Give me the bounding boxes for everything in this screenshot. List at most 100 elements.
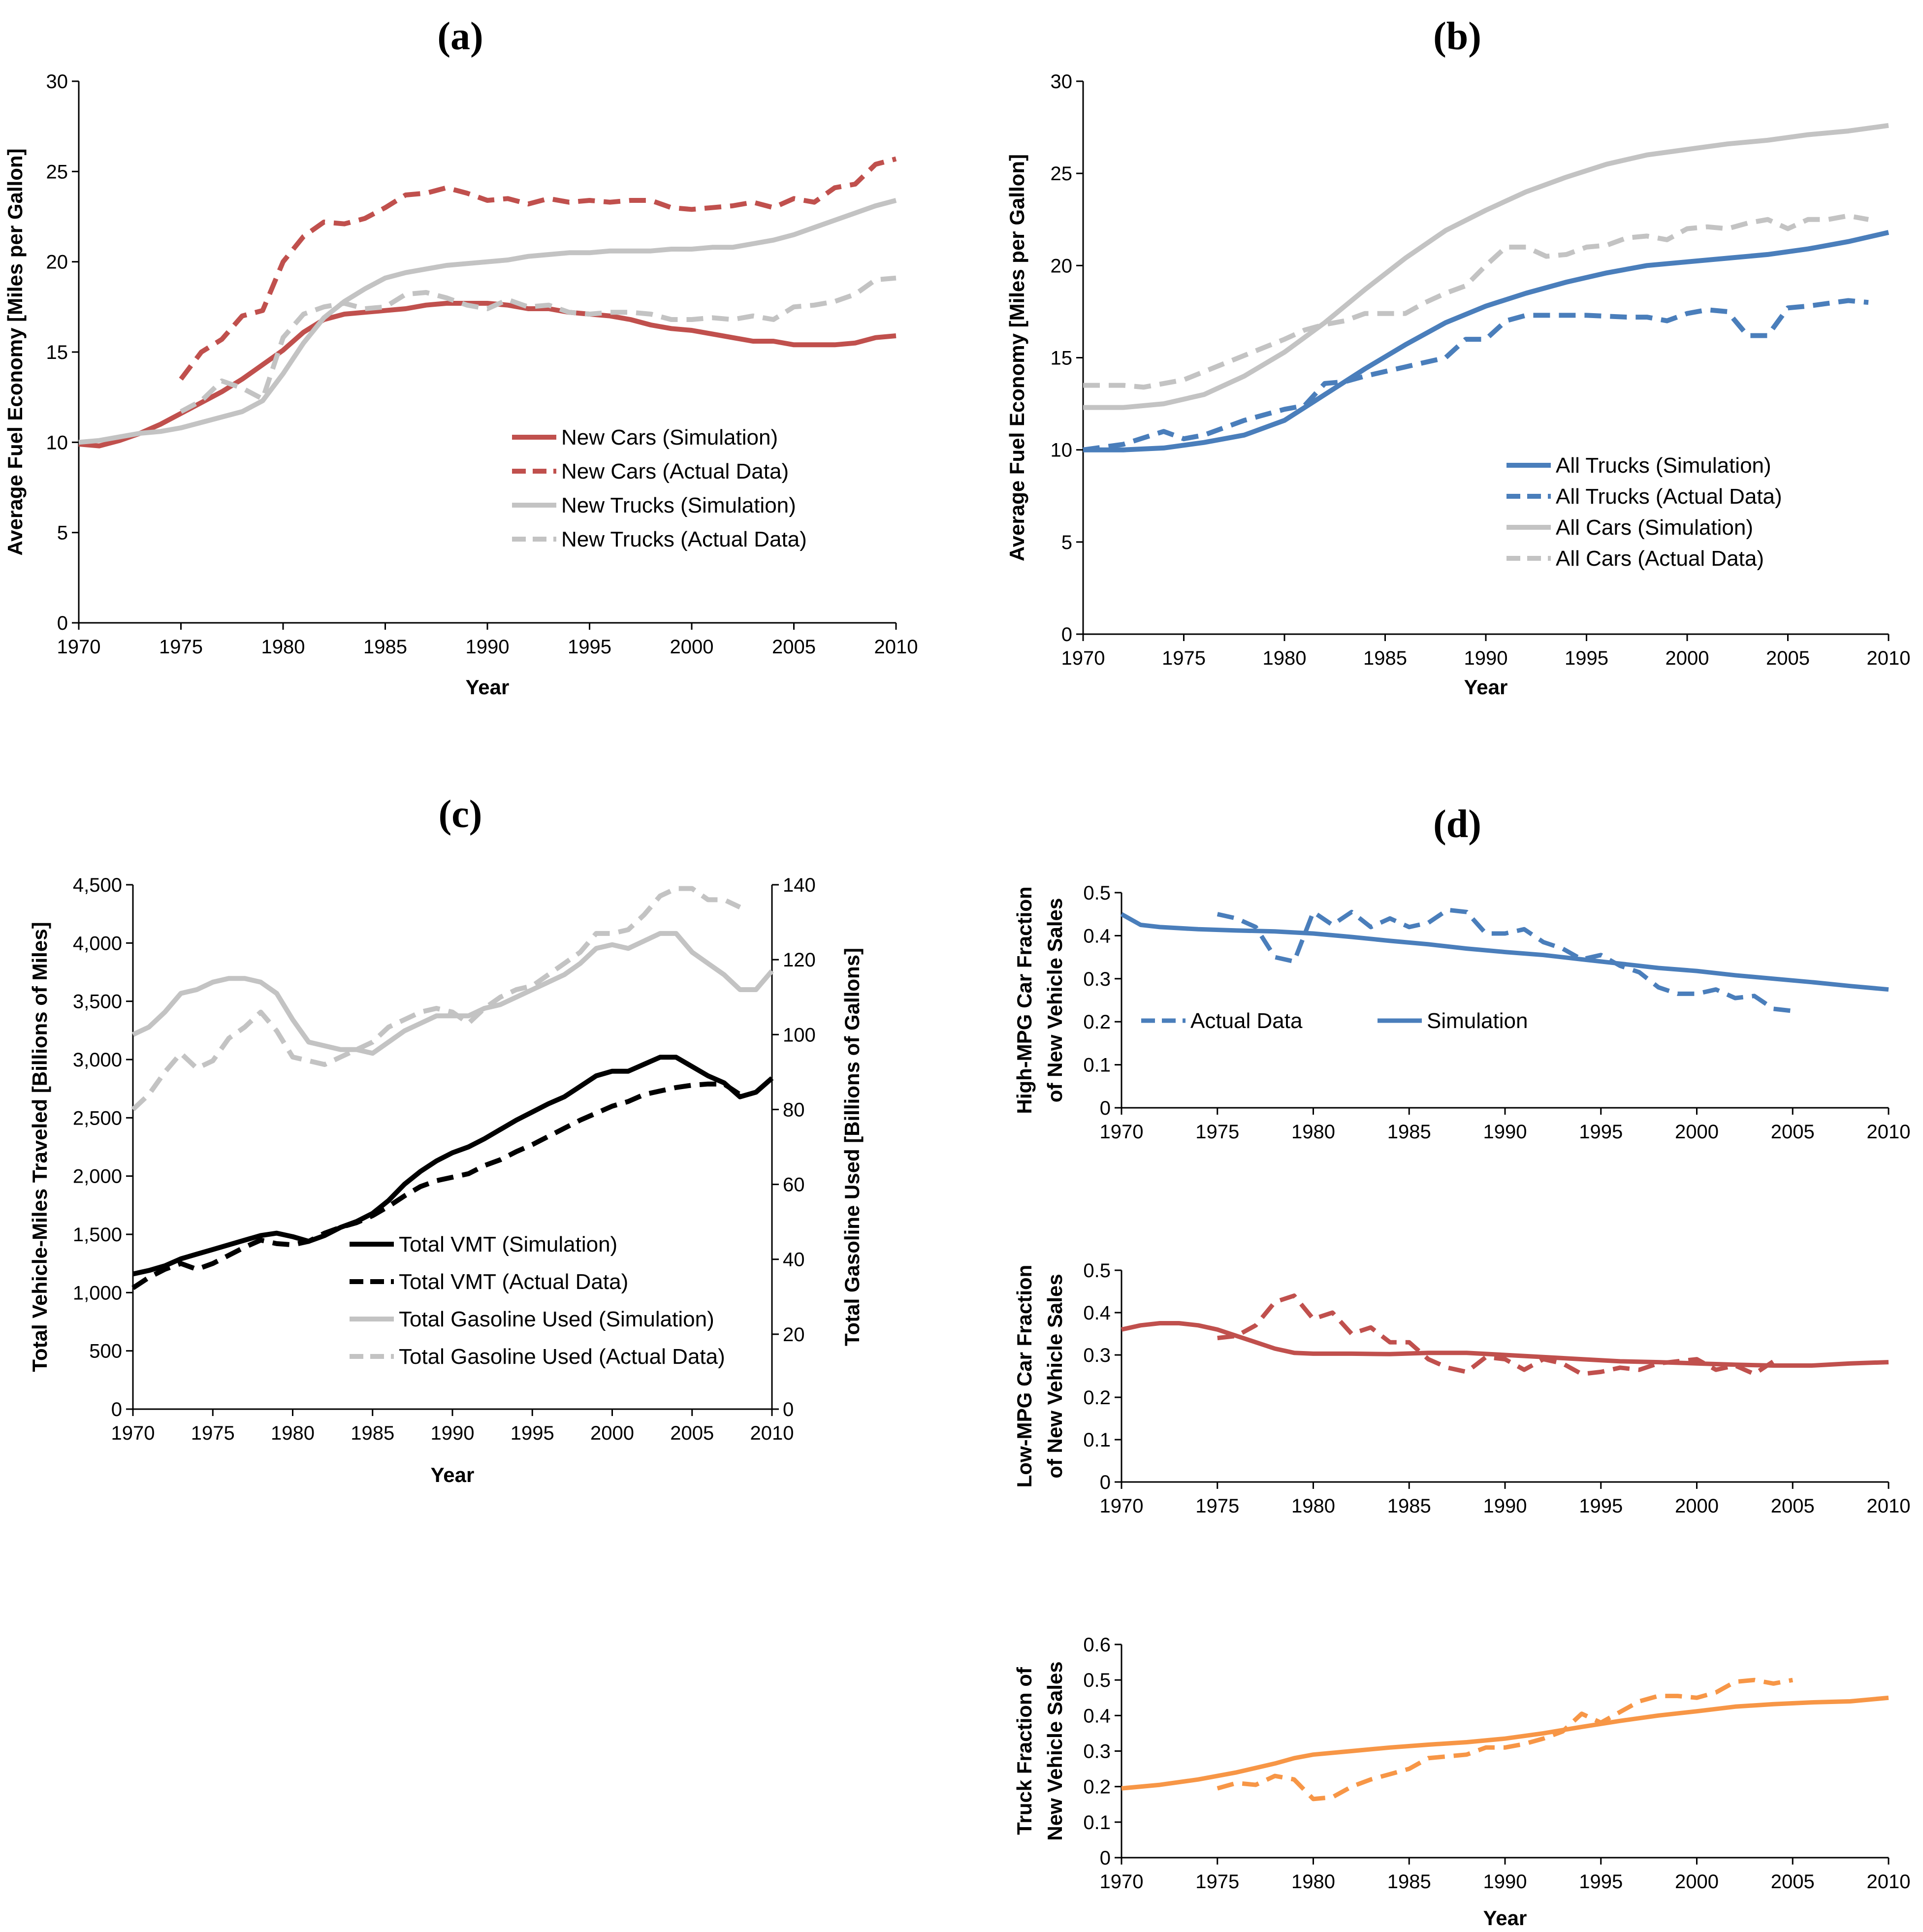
y-axis-label: Total Vehicle-Miles Traveled [Billions o…: [28, 922, 51, 1372]
y-axis-label: Average Fuel Economy [Miles per Gallon]: [1005, 154, 1028, 561]
x-tick-label: 1990: [1464, 647, 1508, 669]
y-tick-label: 20: [1051, 255, 1073, 277]
x-tick-label: 2005: [1771, 1121, 1815, 1143]
x-tick-label: 1970: [111, 1422, 155, 1444]
y-tick-label: 10: [46, 432, 68, 453]
series-line-total-gasoline-used-simulation: [131, 931, 774, 1056]
y-tick-label: 0: [57, 612, 68, 634]
x-tick-label: 2005: [670, 1422, 714, 1444]
legend-label: All Trucks (Actual Data): [1556, 484, 1782, 509]
y-tick-label: 5: [1061, 532, 1072, 553]
x-tick-label: 2005: [1766, 647, 1810, 669]
x-tick-label: 1985: [363, 636, 407, 658]
y-tick-label: 30: [1051, 71, 1073, 93]
series-line-actual-data: [1217, 1677, 1794, 1802]
x-tick-label: 1975: [1195, 1495, 1239, 1517]
series-line-total-vmt-simulation: [132, 1055, 774, 1277]
x-tick-label: 1975: [1195, 1121, 1239, 1143]
y-tick-label: 0: [1061, 624, 1072, 645]
series-line-all-trucks-simulation: [1083, 230, 1890, 452]
y2-axis-label: Total Gasoline Used [Billions of Gallons…: [840, 948, 864, 1346]
y-tick-label: 0.1: [1083, 1429, 1111, 1451]
x-tick-label: 1985: [1387, 1495, 1431, 1517]
y-tick-label: 25: [46, 161, 68, 183]
y-tick-label: 0.5: [1083, 1260, 1111, 1282]
x-tick-label: 1985: [351, 1422, 394, 1444]
x-tick-label: 1970: [1061, 647, 1105, 669]
y-tick-label: 0: [1100, 1097, 1111, 1119]
legend-label: Total VMT (Simulation): [399, 1232, 617, 1256]
x-tick-label: 1995: [568, 636, 611, 658]
x-tick-label: 1985: [1387, 1871, 1431, 1893]
y-tick-label: 0.4: [1083, 1705, 1111, 1727]
y-tick-label: 0: [1100, 1847, 1111, 1869]
x-tick-label: 1980: [1291, 1495, 1335, 1517]
x-axis-label: Year: [1483, 1906, 1527, 1930]
y2-tick-label: 60: [783, 1174, 805, 1196]
legend-label: New Trucks (Actual Data): [561, 527, 807, 551]
legend-label: New Trucks (Simulation): [561, 493, 796, 517]
x-tick-label: 2010: [1867, 647, 1911, 669]
legend-label: Total Gasoline Used (Actual Data): [399, 1345, 725, 1369]
x-tick-label: 2010: [1867, 1495, 1911, 1517]
x-tick-label: 1990: [1483, 1871, 1527, 1893]
y-tick-label: 0.4: [1083, 1302, 1111, 1324]
legend-label: Simulation: [1427, 1009, 1528, 1033]
y-tick-label: 0.3: [1083, 968, 1111, 990]
x-tick-label: 1980: [261, 636, 305, 658]
y-tick-label: 0.1: [1083, 1055, 1111, 1076]
x-tick-label: 1970: [57, 636, 101, 658]
y-axis-label-line: New Vehicle Sales: [1043, 1661, 1066, 1840]
panel-title-c: (c): [439, 793, 482, 836]
series-line-all-cars-simulation: [1083, 123, 1889, 410]
x-tick-label: 2000: [1675, 1495, 1719, 1517]
x-tick-label: 1980: [1291, 1121, 1335, 1143]
y-tick-label: 20: [46, 252, 68, 273]
y-axis-label-line: of New Vehicle Sales: [1043, 898, 1066, 1103]
y2-tick-label: 20: [783, 1324, 805, 1346]
legend-label: New Cars (Actual Data): [561, 459, 789, 483]
legend-label: Actual Data: [1190, 1009, 1303, 1033]
y-tick-label: 10: [1051, 440, 1073, 461]
x-axis-label: Year: [1464, 676, 1508, 699]
chart-d1: 0 0.1 0.2 0.3 0.4 0.5 1970 1975 1980 1985 1990 1995…: [1013, 882, 1910, 1143]
x-tick-label: 2000: [670, 636, 714, 658]
y-tick-label: 3,000: [73, 1049, 122, 1071]
y-tick-label: 30: [46, 71, 68, 93]
x-tick-label: 1975: [191, 1422, 235, 1444]
x-tick-label: 1995: [1579, 1871, 1623, 1893]
y-tick-label: 0.3: [1083, 1345, 1111, 1366]
x-tick-label: 2010: [874, 636, 918, 658]
y-tick-label: 4,000: [73, 933, 122, 954]
y-tick-label: 5: [57, 522, 68, 544]
legend-label: All Cars (Simulation): [1556, 515, 1753, 540]
y-tick-label: 0: [111, 1399, 122, 1420]
x-tick-label: 2010: [750, 1422, 794, 1444]
series-line-total-vmt-actual-data: [131, 1081, 741, 1290]
y-tick-label: 2,000: [73, 1166, 122, 1188]
y-tick-label: 0.4: [1083, 925, 1111, 947]
x-tick-label: 1985: [1363, 647, 1407, 669]
x-tick-label: 1990: [1483, 1121, 1527, 1143]
x-tick-label: 1995: [1579, 1495, 1623, 1517]
legend-label: All Trucks (Simulation): [1556, 453, 1771, 478]
y-tick-label: 0.6: [1083, 1634, 1111, 1656]
legend-label: Total VMT (Actual Data): [399, 1270, 628, 1294]
y-tick-label: 500: [89, 1341, 122, 1362]
series-line-all-trucks-actual-data: [1083, 298, 1869, 452]
y-tick-label: 0: [1100, 1472, 1111, 1493]
y2-tick-label: 80: [783, 1099, 805, 1121]
y-tick-label: 0.5: [1083, 882, 1111, 904]
series-line-total-gasoline-used-actual-data: [131, 886, 741, 1112]
x-tick-label: 2000: [1666, 647, 1709, 669]
panel-title-d: (d): [1433, 803, 1481, 846]
y-axis-label-line: of New Vehicle Sales: [1043, 1274, 1066, 1479]
y-tick-label: 4,500: [73, 874, 122, 896]
series-line-new-cars-simulation: [78, 301, 897, 449]
x-tick-label: 1995: [1579, 1121, 1623, 1143]
x-tick-label: 2000: [1675, 1871, 1719, 1893]
y-tick-label: 15: [1051, 348, 1073, 369]
x-tick-label: 2005: [1771, 1495, 1815, 1517]
